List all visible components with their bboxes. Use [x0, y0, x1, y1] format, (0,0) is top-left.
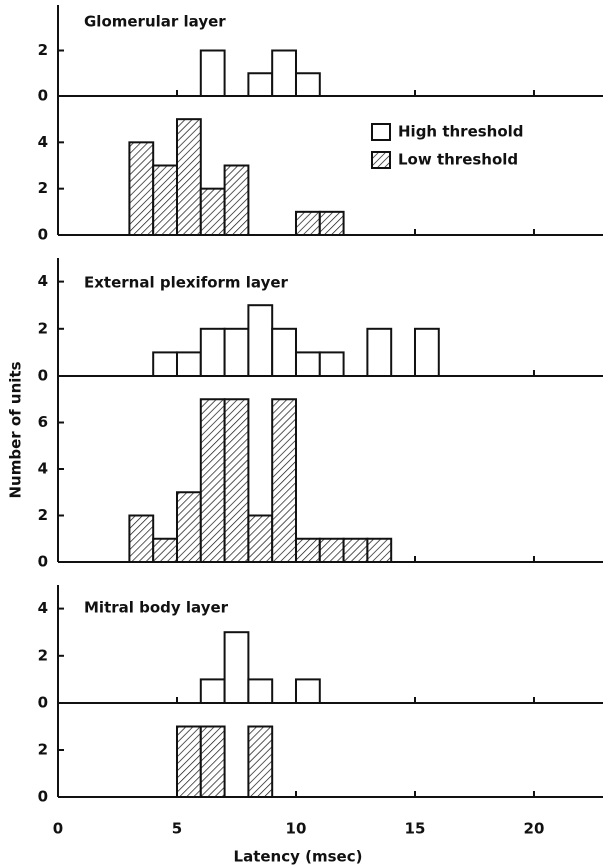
y-tick-label: 4 — [38, 599, 48, 617]
histogram-bar — [199, 49, 226, 97]
histogram-bar — [175, 725, 202, 798]
histogram-bar — [294, 678, 321, 705]
histogram-bar — [294, 537, 321, 563]
histogram-bar — [271, 49, 297, 97]
y-tick-label: 2 — [38, 741, 48, 759]
histogram-bar — [318, 351, 345, 377]
legend-label: High threshold — [398, 123, 524, 141]
histogram-bar — [366, 327, 393, 377]
x-axis-label: Latency (msec) — [234, 848, 363, 866]
histogram-bar — [318, 537, 345, 563]
histogram-bar — [128, 514, 155, 563]
histogram-bar — [175, 491, 202, 563]
histogram-bar — [294, 210, 321, 236]
histogram-bar — [271, 327, 297, 377]
y-tick-label: 0 — [38, 694, 48, 712]
y-tick-label: 0 — [38, 553, 48, 571]
y-tick-label: 4 — [38, 460, 48, 478]
x-tick-label: 0 — [53, 820, 63, 838]
x-tick-label: 5 — [172, 820, 182, 838]
x-tick-label: 10 — [286, 820, 307, 838]
y-tick-label: 0 — [38, 226, 48, 244]
histogram-bar — [128, 141, 155, 236]
y-axis-label: Number of units — [7, 361, 25, 498]
histogram-bar — [342, 537, 369, 563]
x-tick-label: 20 — [524, 820, 545, 838]
histogram-bar — [294, 72, 321, 97]
legend-swatch — [371, 151, 391, 169]
histogram-bar — [318, 210, 345, 236]
y-tick-label: 2 — [38, 506, 48, 524]
histogram-bar — [247, 72, 274, 97]
panel-title: External plexiform layer — [84, 274, 289, 292]
histogram-bar — [247, 514, 274, 563]
y-tick-label: 6 — [38, 413, 48, 431]
histogram-bar — [199, 725, 226, 798]
legend-swatch — [371, 123, 391, 141]
y-tick-label: 0 — [38, 788, 48, 806]
y-tick-label: 2 — [38, 41, 48, 59]
histogram-bar — [152, 164, 178, 236]
histogram-bar — [247, 304, 274, 378]
y-tick-label: 4 — [38, 133, 48, 151]
histogram-bar — [247, 678, 274, 705]
histogram-bar — [152, 537, 178, 563]
y-tick-label: 2 — [38, 179, 48, 197]
legend-label: Low threshold — [398, 151, 518, 169]
y-tick-label: 4 — [38, 272, 48, 290]
histogram-bar — [413, 327, 440, 377]
y-tick-label: 0 — [38, 87, 48, 105]
histogram-bar — [223, 631, 250, 705]
histogram-bar — [199, 327, 226, 377]
y-tick-label: 2 — [38, 646, 48, 664]
histogram-bar — [152, 351, 178, 377]
histogram-bar — [223, 398, 250, 563]
histogram-bar — [271, 398, 297, 563]
histogram-bar — [247, 725, 274, 798]
histogram-bar — [199, 678, 226, 705]
histogram-bar — [223, 164, 250, 236]
histogram-bar — [175, 118, 202, 236]
panel-title: Glomerular layer — [84, 13, 226, 31]
y-tick-label: 2 — [38, 319, 48, 337]
histogram-bar — [294, 351, 321, 377]
histogram-bar — [199, 398, 226, 563]
panel-title: Mitral body layer — [84, 599, 229, 617]
x-tick-label: 15 — [405, 820, 426, 838]
histogram-bar — [366, 537, 393, 563]
histogram-bar — [223, 327, 250, 377]
histogram-bar — [175, 351, 202, 377]
histogram-bar — [199, 187, 226, 237]
y-tick-label: 0 — [38, 367, 48, 385]
